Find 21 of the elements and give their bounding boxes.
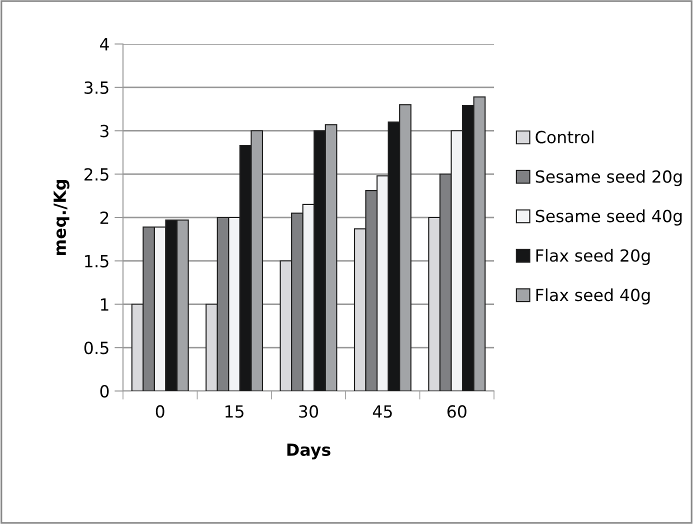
legend-label: Control (536, 130, 594, 144)
legend-label: Flax seed 40g (536, 288, 650, 304)
y-tick-label: 2 (100, 211, 108, 224)
y-tick-label: 1 (101, 298, 108, 311)
x-tick-label: 15 (226, 405, 244, 418)
y-tick-label: 2.5 (84, 168, 108, 181)
x-tick-label: 45 (372, 405, 392, 418)
legend-label: Sesame seed 40g (536, 209, 682, 226)
legend-label: Sesame seed 20g (536, 170, 682, 186)
y-axis-title: meq./Kg (54, 180, 70, 256)
x-tick-label: 30 (299, 405, 318, 418)
x-tick-label: 60 (447, 405, 466, 418)
y-tick-label: 1.5 (85, 255, 108, 268)
x-tick-label: 0 (156, 405, 164, 418)
y-tick-label: 0 (100, 384, 109, 398)
y-tick-label: 3.5 (84, 81, 108, 94)
y-tick-label: 0.5 (84, 342, 108, 354)
legend-label: Flax seed 20g (536, 248, 650, 266)
y-tick-label: 4 (100, 38, 109, 50)
x-axis-title: Days (287, 444, 330, 460)
y-tick-label: 3 (100, 124, 108, 138)
